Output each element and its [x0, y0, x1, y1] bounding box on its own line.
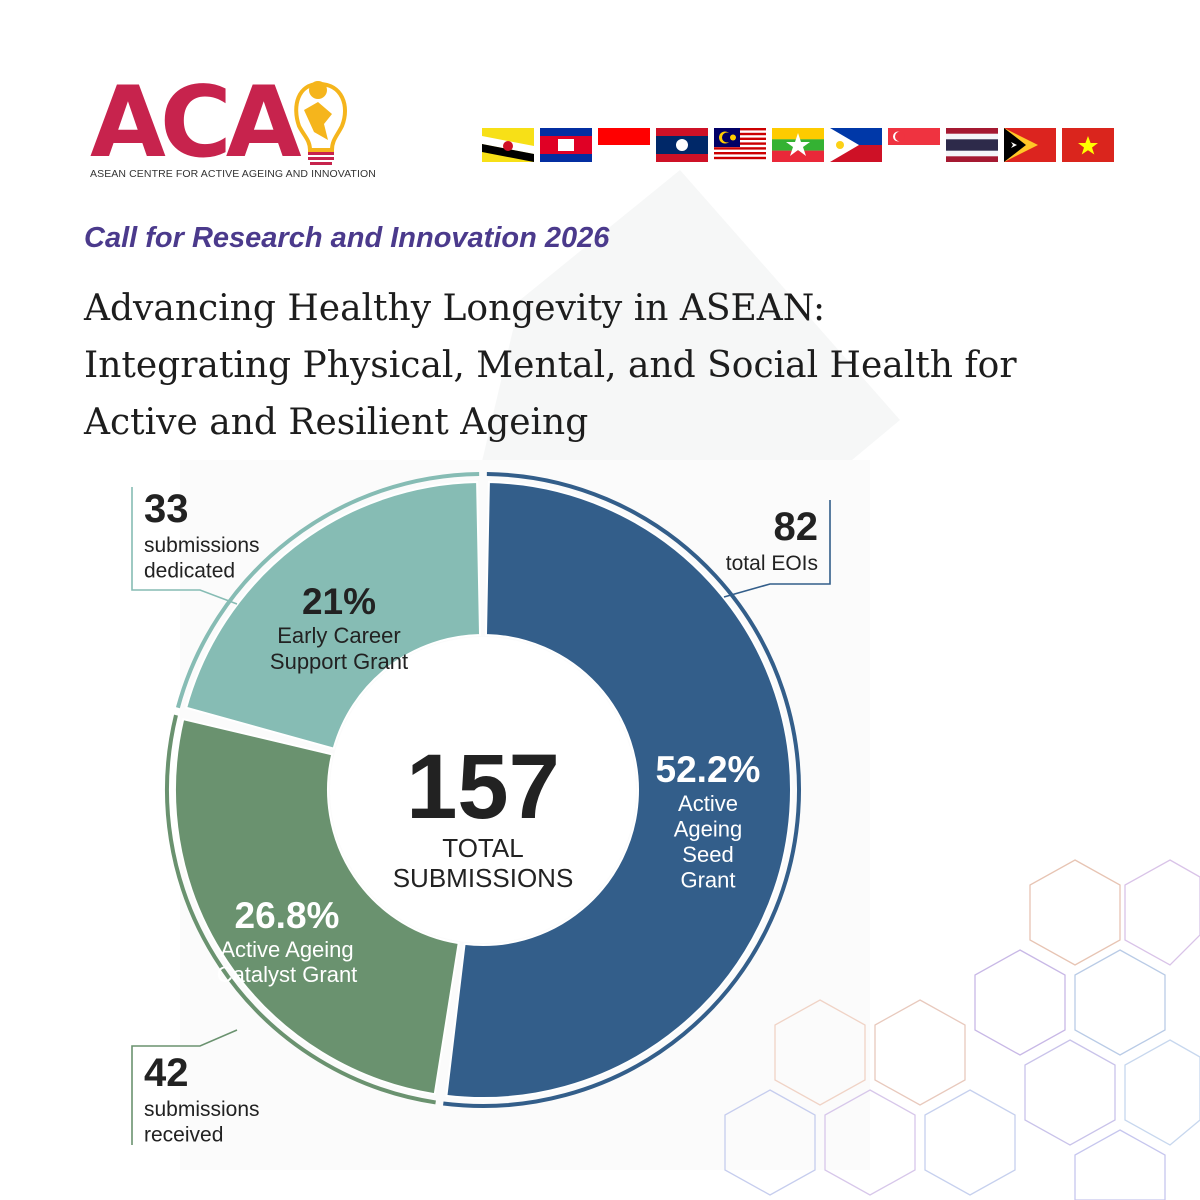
title-line: Integrating Physical, Mental, and Social… — [84, 345, 1017, 386]
slice-name-label: Support Grant — [270, 649, 408, 674]
flag-philippines — [830, 128, 882, 162]
slice-name-label: Ageing — [674, 817, 743, 842]
flag-singapore — [888, 128, 940, 162]
callout-leader-line — [723, 500, 831, 598]
logo-subtitle: ASEAN CENTRE FOR ACTIVE AGEING AND INNOV… — [90, 168, 376, 180]
slice-name-label: Seed — [682, 842, 733, 867]
flag-indonesia — [598, 128, 650, 162]
background-mountain — [480, 170, 900, 470]
logo-wordmark: ACA — [90, 66, 302, 180]
slice-outer-ring — [165, 714, 436, 1105]
flag-vietnam — [1062, 128, 1114, 162]
title-line: Advancing Healthy Longevity in ASEAN: — [84, 288, 826, 329]
slice-name-label: Grant — [680, 868, 735, 893]
flag-malaysia — [714, 128, 766, 162]
callout-label: submissions — [144, 1098, 260, 1121]
slice-outer-ring — [175, 472, 480, 709]
call-subtitle: Call for Research and Innovation 2026 — [84, 222, 610, 254]
callout-label: received — [144, 1124, 223, 1147]
center-total-value: 157 — [406, 736, 560, 838]
flag-myanmar — [772, 128, 824, 162]
flag-brunei — [482, 128, 534, 162]
callout-label: dedicated — [144, 560, 235, 583]
slice-outer-ring — [443, 472, 801, 1108]
slice-name-label: Active — [678, 791, 738, 816]
callout-leader-line — [131, 487, 238, 605]
callout-count: 42 — [144, 1051, 189, 1095]
flag-timor-leste — [1004, 128, 1056, 162]
callout-label: submissions — [144, 534, 260, 557]
donut-hole — [330, 637, 636, 943]
donut-slice — [174, 717, 460, 1096]
callout-label: total EOIs — [726, 552, 818, 575]
center-total-label: SUBMISSIONS — [393, 863, 574, 893]
slice-percent-label: 26.8% — [235, 895, 340, 936]
callout-leader-line — [131, 1029, 238, 1145]
callout-count: 82 — [774, 505, 819, 549]
callout-count: 33 — [144, 487, 189, 531]
page-title: Advancing Healthy Longevity in ASEAN: In… — [84, 280, 1124, 451]
asean-flags — [482, 128, 1114, 162]
flag-thailand — [946, 128, 998, 162]
donut-slice — [184, 481, 482, 750]
lightbulb-person-icon — [294, 81, 347, 165]
slice-name-label: Active Ageing — [220, 937, 353, 962]
slice-name-label: Catalyst Grant — [217, 962, 358, 987]
slice-name-label: Early Career — [277, 623, 400, 648]
title-line: Active and Resilient Ageing — [84, 402, 589, 443]
slice-percent-label: 52.2% — [656, 749, 761, 790]
flag-laos — [656, 128, 708, 162]
flag-cambodia — [540, 128, 592, 162]
donut-slice — [445, 481, 793, 1099]
center-total-label: TOTAL — [442, 833, 523, 863]
hexagon-pattern — [724, 859, 1200, 1200]
slice-percent-label: 21% — [302, 581, 376, 622]
